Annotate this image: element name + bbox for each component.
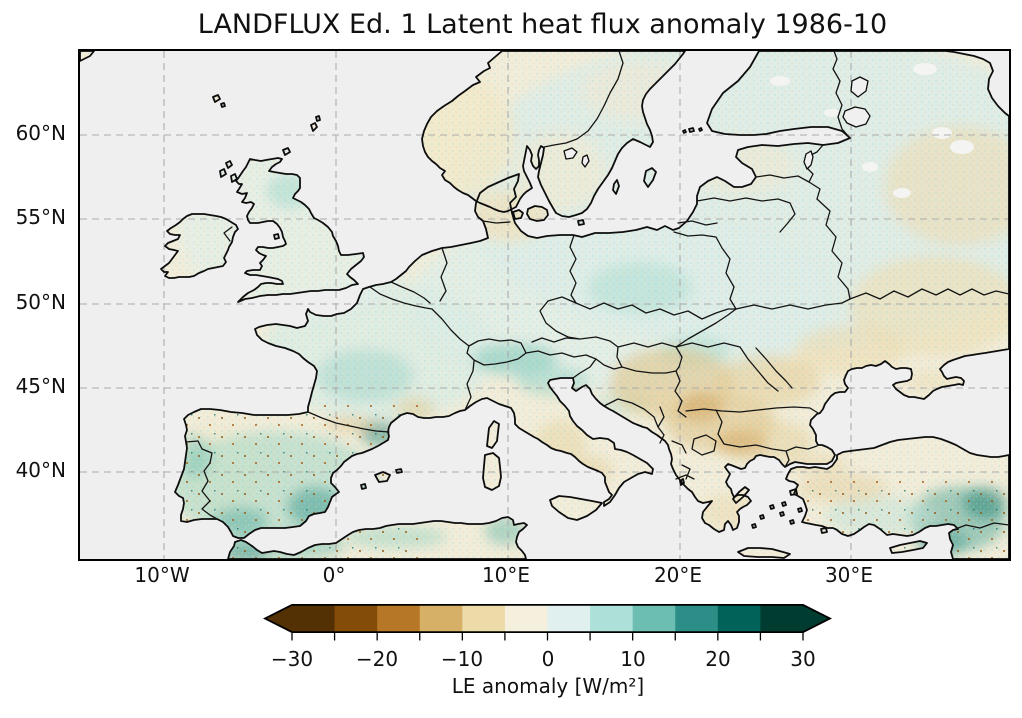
europe-map	[80, 51, 1009, 559]
colorbar-svg	[262, 604, 833, 641]
colorbar	[262, 604, 833, 644]
lat-tick-label-45n: 45°N	[15, 374, 66, 398]
graticule	[80, 51, 1009, 559]
lon-tick-label-0: 0°	[322, 563, 346, 587]
map-plot	[78, 49, 1011, 561]
cb-tick-label-0: 0	[541, 647, 555, 671]
lon-tick-label-10e: 10°E	[481, 563, 531, 587]
no-data-patches	[770, 63, 974, 198]
lon-tick-label-30e: 30°E	[824, 563, 874, 587]
lat-tick-label-40n: 40°N	[15, 458, 66, 482]
cb-tick-label-n10: −10	[440, 647, 484, 671]
lon-tick-label-10w: 10°W	[134, 563, 190, 587]
cb-tick-label-n20: −20	[355, 647, 399, 671]
cb-tick-label-30: 30	[790, 647, 816, 671]
colorbar-label: LE anomaly [W/m²]	[451, 674, 645, 698]
cb-tick-label-10: 10	[620, 647, 646, 671]
cb-tick-label-20: 20	[705, 647, 731, 671]
lat-tick-label-50n: 50°N	[15, 290, 66, 314]
lat-tick-label-55n: 55°N	[15, 205, 66, 229]
lon-tick-label-20e: 20°E	[653, 563, 703, 587]
lat-tick-label-60n: 60°N	[15, 121, 66, 145]
country-borders	[185, 51, 1009, 531]
cb-tick-label-n30: −30	[270, 647, 314, 671]
lakes	[563, 76, 871, 170]
figure-title: LANDFLUX Ed. 1 Latent heat flux anomaly …	[197, 9, 888, 40]
